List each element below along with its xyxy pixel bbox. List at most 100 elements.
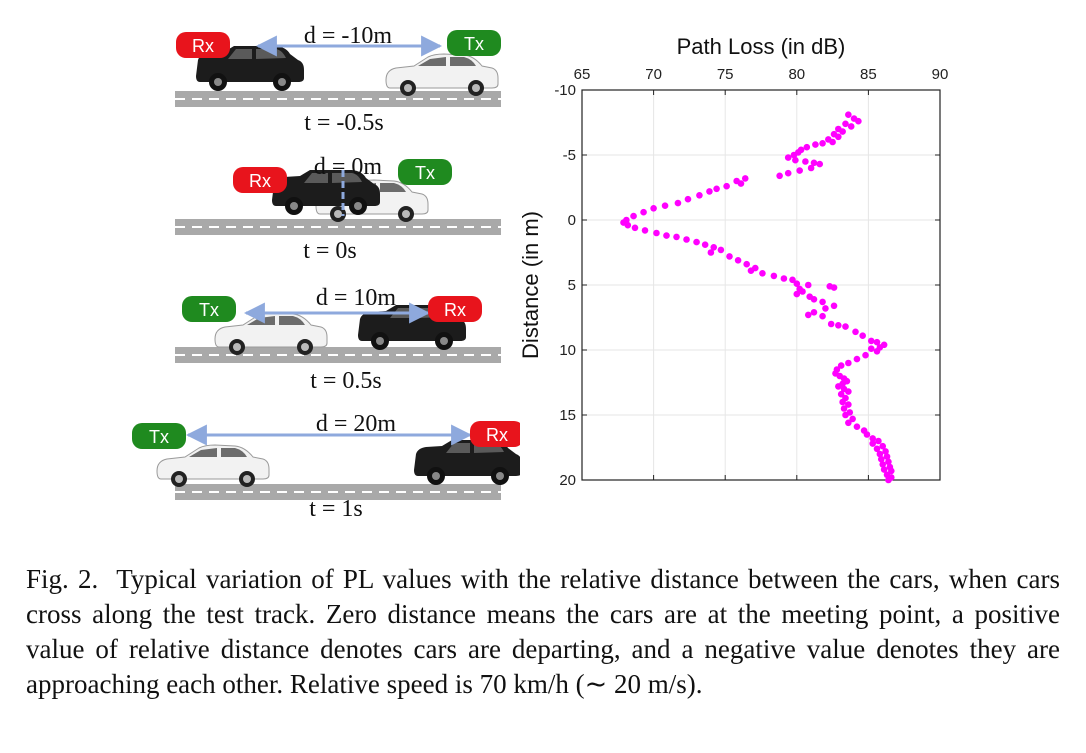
- data-point: [624, 221, 632, 229]
- y-tick-label: 15: [559, 407, 576, 424]
- distance-label: d = -10m: [304, 23, 393, 49]
- left-tag: [233, 167, 287, 193]
- data-point: [641, 227, 649, 234]
- data-point: [883, 453, 891, 460]
- data-point: [867, 337, 875, 345]
- x-tick-label: 70: [645, 66, 662, 83]
- time-label: t = 0s: [303, 238, 357, 264]
- y-tick-label: -5: [563, 147, 576, 164]
- data-point: [784, 169, 792, 177]
- data-point: [819, 312, 826, 320]
- data-point: [873, 445, 881, 453]
- left-tag: [132, 423, 186, 449]
- distance-label: d = 0m: [314, 154, 383, 180]
- data-point: [747, 267, 755, 275]
- data-point: [631, 224, 639, 232]
- distance-label: d = 10m: [316, 285, 397, 311]
- data-point: [845, 401, 852, 408]
- data-point: [780, 275, 788, 282]
- data-point: [839, 398, 846, 406]
- data-point: [842, 323, 849, 330]
- data-point: [673, 233, 680, 241]
- caption-text: Typical variation of PL values with the …: [26, 564, 1060, 699]
- axis-ticks: 65 70 75 80 85 90 -10 -5 0 5 10 15 20: [554, 66, 948, 489]
- data-point: [793, 280, 801, 288]
- data-point: [845, 388, 852, 395]
- x-tick-label: 80: [788, 66, 805, 83]
- data-point: [640, 208, 647, 216]
- data-point: [853, 355, 861, 363]
- data-point: [839, 128, 846, 135]
- data-point: [804, 281, 812, 289]
- data-point: [852, 328, 859, 336]
- data-point: [713, 185, 720, 193]
- data-point: [810, 296, 818, 303]
- data-point: [776, 172, 783, 180]
- right-tag: [447, 30, 501, 56]
- data-point: [867, 345, 875, 353]
- right-tag-label: Rx: [486, 425, 508, 445]
- data-point: [885, 476, 892, 484]
- data-point: [696, 192, 703, 199]
- data-point: [837, 390, 845, 398]
- data-point: [845, 359, 852, 367]
- data-point: [653, 229, 660, 237]
- data-point: [875, 437, 882, 445]
- data-point: [829, 138, 836, 146]
- data-point: [859, 332, 866, 340]
- data-point: [885, 458, 892, 466]
- data-point: [799, 288, 806, 295]
- right-tag: [470, 421, 520, 447]
- data-point: [845, 111, 852, 118]
- data-point: [710, 244, 718, 251]
- scenario-3: Tx Rx d = 10m t = 0.5s: [175, 285, 501, 394]
- y-tick-label: 20: [559, 472, 576, 489]
- data-point: [812, 141, 819, 148]
- scenario-2: Rx Tx d = 0m t = 0s: [175, 154, 501, 264]
- data-point: [882, 448, 889, 455]
- data-point: [810, 309, 818, 316]
- data-point: [804, 311, 812, 319]
- distance-label: d = 20m: [316, 411, 397, 437]
- data-point: [830, 302, 838, 310]
- time-label: t = 1s: [309, 496, 363, 522]
- data-point: [743, 260, 750, 268]
- y-axis-title: Distance (in m): [518, 211, 543, 359]
- data-point: [835, 133, 842, 141]
- right-tag: [428, 296, 482, 322]
- data-point: [650, 205, 657, 212]
- data-point: [822, 305, 829, 312]
- time-label: t = -0.5s: [304, 110, 384, 136]
- data-point: [701, 241, 709, 248]
- data-point: [789, 276, 796, 284]
- x-tick-label: 75: [717, 66, 734, 83]
- right-tag-label: Tx: [464, 34, 484, 54]
- figure-caption: Fig. 2. Typical variation of PL values wi…: [26, 562, 1060, 702]
- data-point: [842, 411, 849, 419]
- y-tick-label: -10: [554, 82, 576, 99]
- data-point: [862, 351, 869, 359]
- data-point: [863, 431, 871, 438]
- data-point: [849, 415, 856, 423]
- data-point: [840, 405, 848, 412]
- data-point: [873, 338, 881, 346]
- x-tick-label: 65: [574, 66, 591, 83]
- data-point: [707, 249, 715, 256]
- data-point: [869, 440, 876, 447]
- data-point: [830, 284, 838, 291]
- right-tag: [398, 159, 452, 185]
- data-point: [873, 348, 881, 355]
- data-point: [835, 383, 842, 390]
- data-point: [770, 272, 778, 280]
- data-point: [879, 442, 887, 450]
- y-tick-label: 5: [568, 277, 576, 294]
- data-point: [723, 182, 730, 190]
- left-tag-label: Rx: [192, 36, 214, 56]
- y-tick-label: 0: [568, 212, 576, 229]
- data-point: [845, 419, 852, 427]
- data-point: [847, 123, 855, 130]
- data-point: [819, 298, 826, 306]
- left-tag: [182, 296, 236, 322]
- data-point: [879, 461, 887, 468]
- data-point: [835, 322, 842, 329]
